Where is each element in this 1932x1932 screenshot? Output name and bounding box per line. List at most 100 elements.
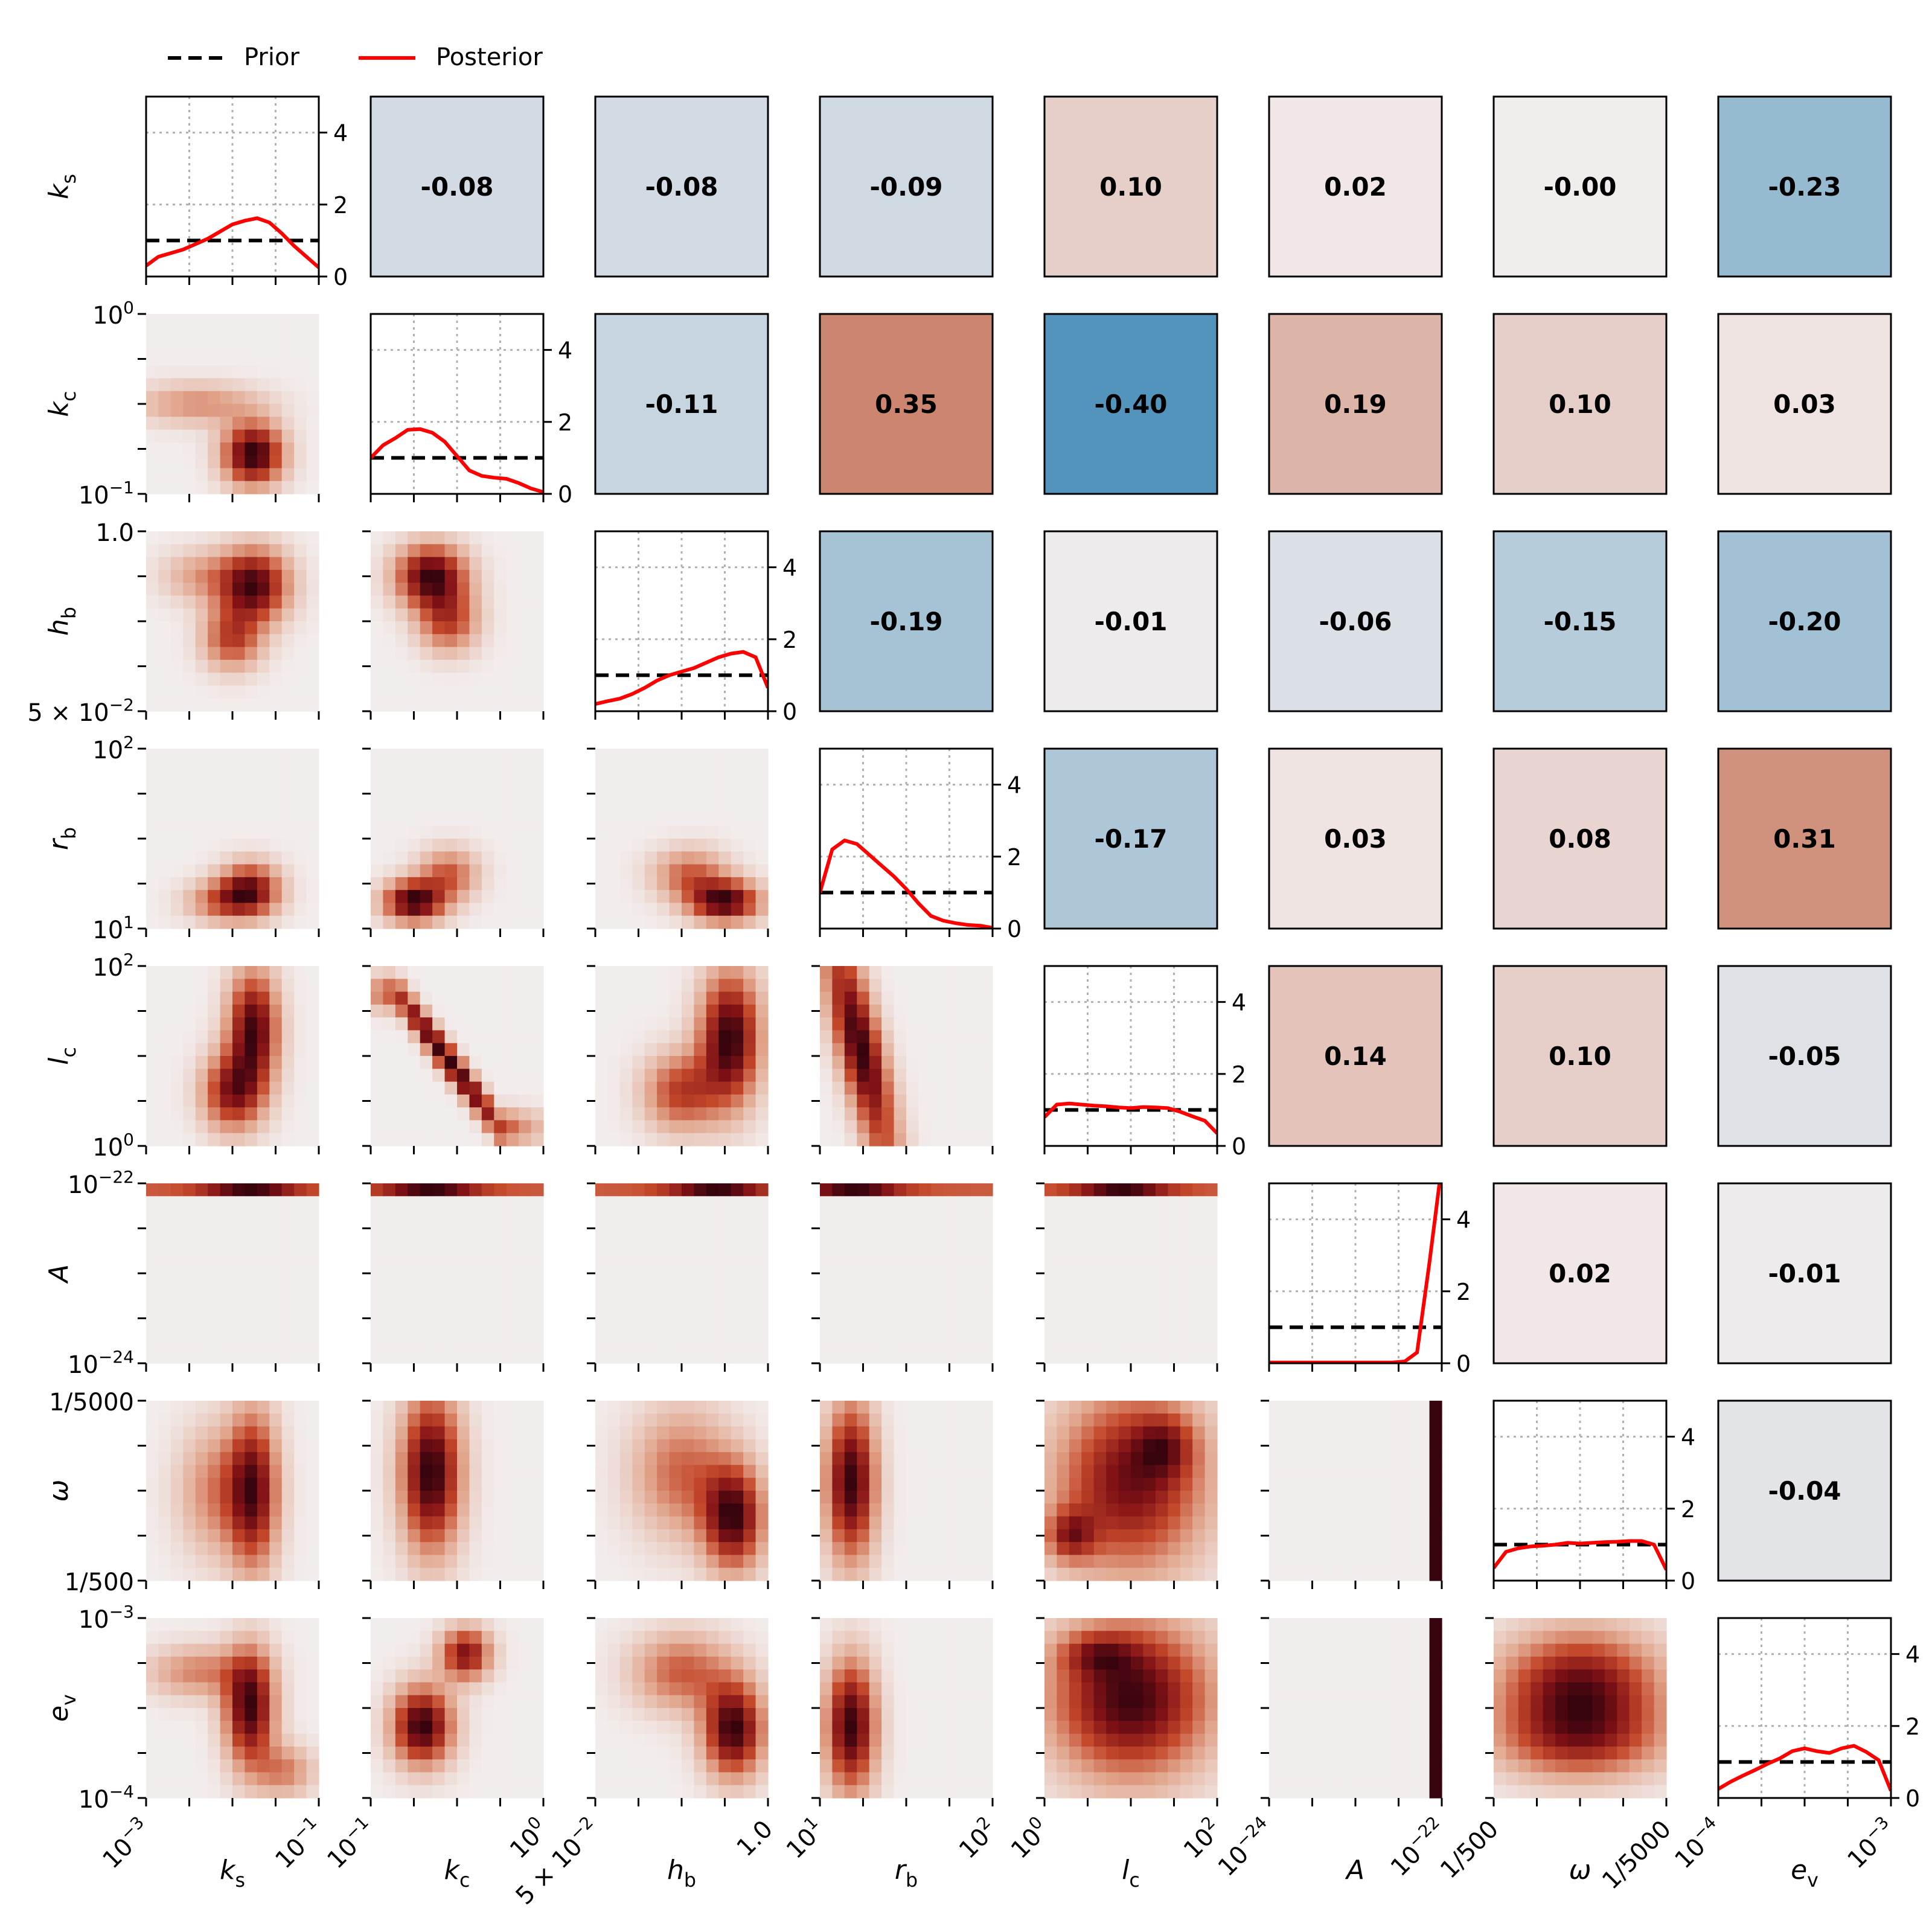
density-cell	[395, 890, 408, 904]
density-cell	[1380, 1477, 1393, 1491]
density-cell	[755, 1426, 769, 1440]
density-cell	[1331, 1555, 1344, 1569]
density-cell	[506, 1286, 519, 1300]
density-cell	[930, 1401, 944, 1414]
panel-ks-lc: 0.10	[1043, 95, 1218, 278]
density-cell	[208, 698, 221, 712]
density-cell	[469, 1196, 482, 1210]
density-cell	[506, 1337, 519, 1351]
density-cell	[158, 1682, 171, 1696]
density-cell	[469, 1004, 482, 1018]
density-cell	[968, 1017, 981, 1031]
density-cell	[220, 761, 233, 775]
density-cell	[943, 991, 956, 1005]
density-cell	[457, 1311, 470, 1325]
density-cell	[706, 915, 719, 929]
density-cell	[857, 1120, 870, 1134]
density-cell	[146, 774, 159, 788]
density-cell	[943, 1350, 956, 1364]
density-cell	[694, 1465, 707, 1479]
density-cell	[682, 979, 695, 993]
density-cell	[506, 1567, 519, 1581]
density-cell	[1143, 1273, 1156, 1287]
density-cell	[980, 1477, 993, 1491]
density-cell	[383, 1708, 396, 1721]
density-cell	[519, 1491, 532, 1504]
density-cell	[257, 1733, 270, 1747]
density-cell	[306, 1529, 319, 1543]
density-cell	[158, 1056, 171, 1069]
density-cell	[743, 1196, 756, 1210]
density-cell	[383, 1618, 396, 1631]
density-cell	[306, 1656, 319, 1670]
density-cell	[457, 531, 470, 545]
density-cell	[494, 1030, 507, 1044]
density-cell	[245, 1772, 258, 1786]
density-cell	[232, 1721, 246, 1735]
density-cell	[682, 1183, 695, 1197]
density-cell	[894, 1477, 907, 1491]
density-cell	[1044, 1273, 1058, 1287]
density-cell	[1306, 1413, 1319, 1427]
density-cell	[943, 1401, 956, 1414]
density-cell	[832, 1120, 845, 1134]
density-cell	[1331, 1465, 1344, 1479]
density-cell	[408, 1682, 421, 1696]
density-cell	[1081, 1491, 1095, 1504]
density-cell	[469, 1069, 482, 1083]
density-cell	[669, 839, 682, 852]
density-cell	[1057, 1273, 1070, 1287]
density-cell	[1392, 1555, 1406, 1569]
density-cell	[395, 1401, 408, 1414]
density-cell	[395, 1286, 408, 1300]
density-cell	[245, 391, 258, 405]
density-cell	[170, 1350, 184, 1364]
density-cell	[607, 1567, 621, 1581]
density-cell	[420, 1235, 433, 1249]
density-cell	[208, 1772, 221, 1786]
density-cell	[595, 1043, 609, 1057]
density-cell	[494, 1759, 507, 1773]
density-cell	[245, 1004, 258, 1018]
density-cell	[943, 1413, 956, 1427]
density-cell	[1044, 1439, 1058, 1453]
density-cell	[294, 391, 307, 405]
density-cell	[1269, 1413, 1282, 1427]
density-cell	[1106, 1477, 1119, 1491]
density-cell	[968, 1311, 981, 1325]
density-cell	[718, 1107, 732, 1121]
density-cell	[232, 1746, 246, 1760]
density-cell	[657, 1120, 670, 1134]
density-cell	[832, 1567, 845, 1581]
density-cell	[481, 621, 494, 635]
density-cell	[469, 1107, 482, 1121]
density-cell	[220, 1069, 233, 1083]
density-cell	[531, 1196, 544, 1210]
density-cell	[718, 1094, 732, 1108]
density-cell	[506, 1542, 519, 1556]
density-cell	[420, 595, 433, 609]
density-cell	[420, 1094, 433, 1108]
density-cell	[245, 966, 258, 979]
density-cell	[857, 1247, 870, 1261]
density-cell	[170, 774, 184, 788]
density-cell	[718, 1516, 732, 1530]
density-cell	[371, 761, 384, 775]
corr-box	[819, 313, 994, 495]
density-cell	[657, 813, 670, 827]
density-cell	[1118, 1183, 1131, 1197]
density-cell	[632, 1516, 645, 1530]
density-cell	[395, 1656, 408, 1670]
density-cell	[694, 1311, 707, 1325]
density-cell	[146, 1708, 159, 1721]
density-cell	[469, 839, 482, 852]
density-cell	[844, 979, 857, 993]
density-cell	[706, 800, 719, 814]
density-cell	[881, 1516, 895, 1530]
density-cell	[832, 1030, 845, 1044]
density-cell	[170, 851, 184, 865]
density-cell	[281, 339, 295, 353]
density-cell	[232, 1413, 246, 1427]
density-cell	[269, 391, 283, 405]
density-cell	[306, 1273, 319, 1287]
